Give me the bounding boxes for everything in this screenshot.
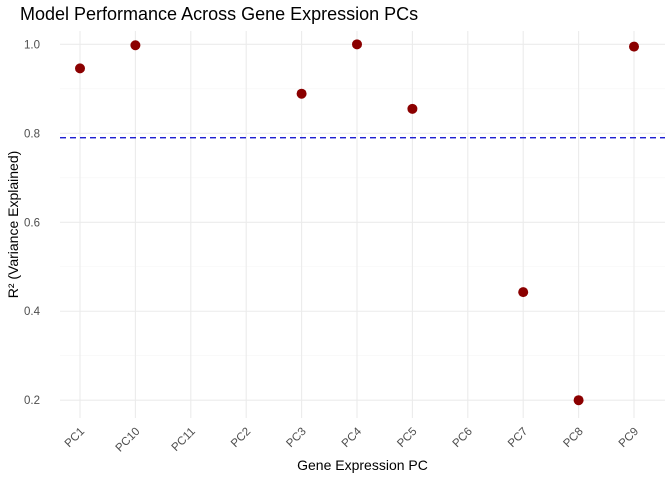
x-tick-label-pc11: PC11 xyxy=(170,426,198,454)
x-tick-label-pc3: PC3 xyxy=(284,426,308,450)
y-tick-label: 1.0 xyxy=(24,39,40,51)
x-tick-label-pc5: PC5 xyxy=(395,426,419,450)
x-tick-label-pc7: PC7 xyxy=(506,426,530,450)
y-tick-label: 0.8 xyxy=(24,128,40,140)
x-axis-ticks: PC1 PC10 PC11 PC2 PC3 PC4 PC5 PC6 PC7 PC8 PC9 xyxy=(63,425,641,454)
data-point-pc1 xyxy=(75,63,85,74)
chart-title: Model Performance Across Gene Expression… xyxy=(20,4,418,24)
data-point-pc7 xyxy=(518,287,529,298)
y-axis-title: R² (Variance Explained) xyxy=(5,151,21,299)
data-point-pc4 xyxy=(352,39,362,50)
data-point-pc3 xyxy=(296,88,307,99)
y-tick-label: 0.4 xyxy=(24,306,41,318)
x-tick-label-pc9: PC9 xyxy=(617,426,641,450)
data-point-pc10 xyxy=(130,40,141,51)
x-tick-label-pc2: PC2 xyxy=(229,426,253,450)
x-tick-label-pc1: PC1 xyxy=(63,426,87,450)
data-point-pc9 xyxy=(629,41,639,52)
x-tick-label-pc10: PC10 xyxy=(114,426,143,455)
data-point-pc8 xyxy=(573,395,584,406)
x-tick-label-pc6: PC6 xyxy=(451,426,475,450)
x-tick-label-pc8: PC8 xyxy=(561,426,585,450)
y-tick-label: 0.6 xyxy=(24,217,40,229)
y-tick-label: 0.2 xyxy=(24,395,40,407)
grid xyxy=(60,31,665,418)
data-point-pc5 xyxy=(407,103,418,114)
x-tick-label-pc4: PC4 xyxy=(340,425,365,450)
x-axis-title: Gene Expression PC xyxy=(297,457,428,473)
y-axis-ticks: 0.2 0.4 0.6 0.8 1.0 xyxy=(24,39,41,407)
data-points xyxy=(75,39,639,406)
